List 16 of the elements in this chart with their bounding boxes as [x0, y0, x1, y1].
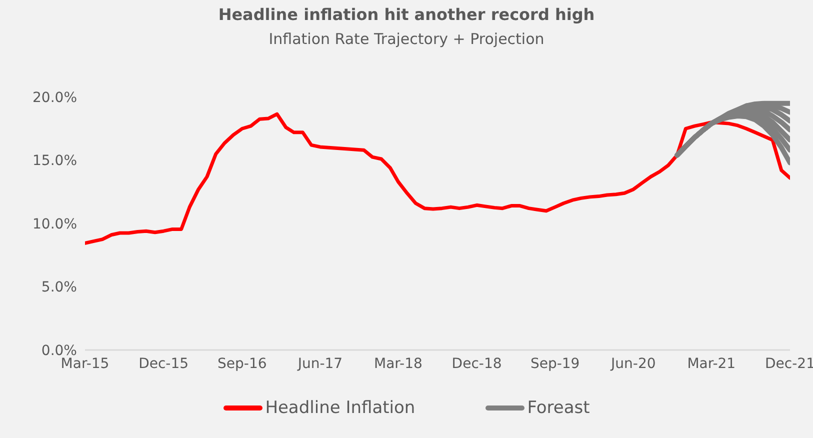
chart-title: Headline inflation hit another record high	[217, 5, 596, 24]
x-tick-label: Sep-19	[530, 356, 580, 372]
x-tick-label: Mar-18	[374, 356, 422, 372]
x-tick-label: Dec-18	[452, 356, 502, 372]
y-tick-label: 15.0%	[32, 153, 77, 170]
y-tick-label: 20.0%	[32, 90, 77, 106]
legend-label: Headline Inflation	[265, 398, 416, 418]
x-tick-label: Dec-15	[138, 356, 189, 372]
x-tick-label: Jun-17	[296, 356, 343, 372]
x-tick-label: Jun-20	[610, 356, 656, 372]
chart-subtitle: Inflation Rate Trajectory + Projection	[268, 30, 546, 48]
y-tick-label: 10.0%	[32, 216, 77, 232]
legend-label: Foreast	[527, 398, 590, 418]
y-tick-label: 5.0%	[41, 280, 77, 296]
x-tick-label: Mar-21	[687, 356, 736, 372]
x-tick-label: Sep-16	[218, 356, 267, 372]
